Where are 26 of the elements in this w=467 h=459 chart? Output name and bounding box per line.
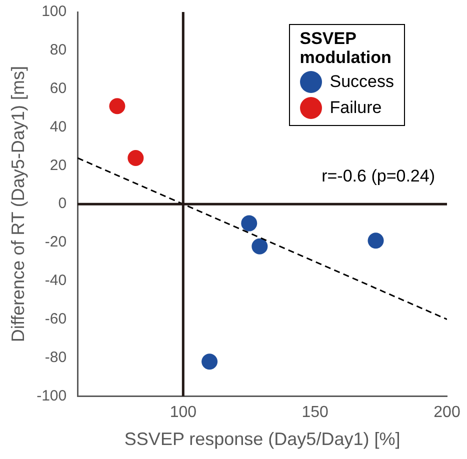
y-tick-label: 20 (50, 156, 67, 174)
point (128, 150, 144, 166)
point (241, 215, 258, 232)
y-tick-label: 40 (50, 118, 67, 136)
x-tick-label: 200 (434, 404, 460, 422)
y-tick-label: -100 (36, 387, 67, 404)
legend-label: Failure (330, 98, 382, 118)
x-tick-label: 100 (170, 404, 197, 422)
y-tick-label: -40 (44, 272, 67, 290)
x-tick-label: 150 (302, 404, 329, 422)
point (368, 232, 384, 249)
x-axis-title: SSVEP response (Day5/Day1) [%] (124, 429, 400, 450)
annotation: r=-0.6 (p=0.24) (322, 166, 435, 186)
y-tick-label: 0 (58, 195, 67, 212)
y-tick-label: 60 (50, 80, 67, 97)
y-tick-label: 80 (50, 42, 67, 59)
y-tick-label: -80 (44, 348, 67, 366)
point (252, 238, 268, 254)
point (109, 98, 126, 114)
y-tick-label: 100 (42, 3, 67, 20)
y-tick-label: -20 (44, 234, 67, 251)
point (202, 354, 218, 370)
y-axis-title: Difference of RT (Day5-Day1) [ms] (8, 66, 28, 342)
legend-label: Success (330, 72, 394, 92)
legend-title: SSVEP modulation (300, 29, 392, 67)
y-tick-label: -60 (44, 310, 67, 328)
